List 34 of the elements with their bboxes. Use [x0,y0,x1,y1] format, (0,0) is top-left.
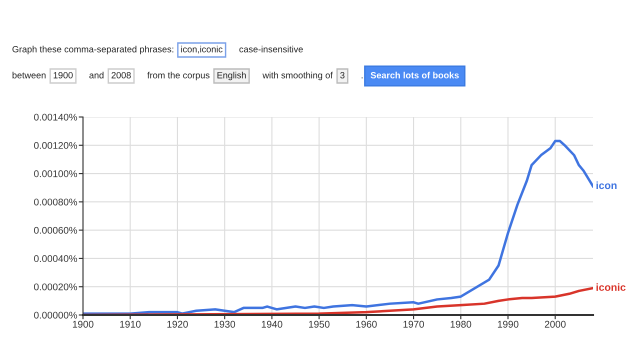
y-tick-label: 0.00040% [34,255,78,262]
x-tick-label: 1920 [167,320,188,328]
x-tick-label: 1950 [309,320,330,328]
text: case-insensitive [239,46,303,52]
x-tick-label: 1900 [72,320,94,328]
text: Search lots of books [370,72,459,78]
series-label: iconic [596,283,626,291]
text: 1900 [54,72,73,78]
y-tick-label: 0.00140% [34,114,78,121]
x-tick-label: 1970 [403,320,424,328]
text: Graph these comma-separated phrases: [12,46,174,54]
y-tick-label: 0.00020% [34,283,78,290]
x-tick-label: 1910 [120,320,141,328]
text: . [362,77,363,78]
y-tick-label: 0.00000% [34,312,78,319]
x-tick-label: 1940 [262,320,282,328]
text: icon,iconic [181,46,223,54]
text: 3 [340,72,344,78]
x-tick-label: 1990 [498,320,518,328]
y-tick-label: 0.00080% [34,198,78,206]
x-tick-label: 1930 [214,320,236,328]
text: with smoothing of [262,72,333,80]
series-label: icon [596,181,617,190]
text: 2008 [112,72,131,78]
y-tick-label: 0.00100% [34,170,78,178]
y-tick-label: 0.00060% [34,226,78,234]
text: from the corpus [147,72,210,80]
text: between [12,72,46,78]
x-tick-label: 1980 [450,320,472,328]
text: English [217,72,246,80]
x-tick-label: 1960 [356,320,377,328]
y-tick-label: 0.00120% [34,142,78,149]
text: and [89,72,104,78]
x-tick-label: 2000 [544,320,566,328]
